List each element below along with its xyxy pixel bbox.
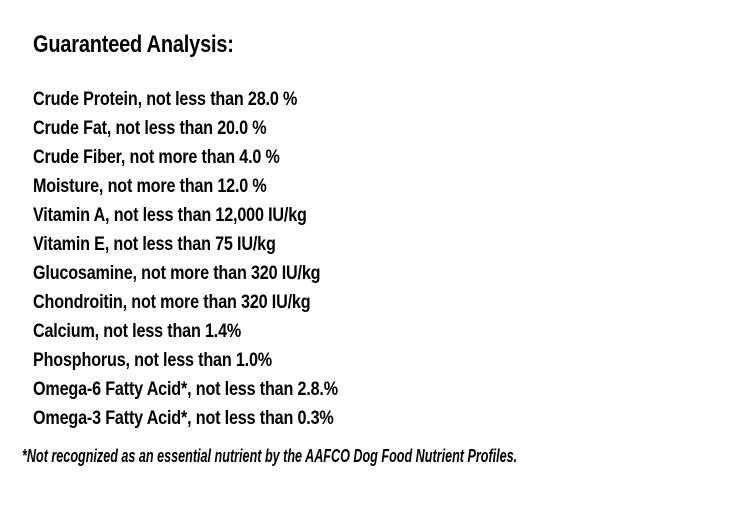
analysis-item-crude-fat: Crude Fat, not less than 20.0 % — [33, 118, 267, 139]
analysis-item-omega-6: Omega-6 Fatty Acid*, not less than 2.8.% — [33, 379, 338, 400]
analysis-item-glucosamine: Glucosamine, not more than 320 IU/kg — [33, 263, 321, 284]
aafco-footnote: *Not recognized as an essential nutrient… — [22, 446, 518, 466]
analysis-item-vitamin-a: Vitamin A, not less than 12,000 IU/kg — [33, 205, 307, 226]
analysis-item-crude-protein: Crude Protein, not less than 28.0 % — [33, 89, 298, 110]
analysis-item-calcium: Calcium, not less than 1.4% — [33, 321, 242, 342]
analysis-item-omega-3: Omega-3 Fatty Acid*, not less than 0.3% — [33, 408, 334, 429]
analysis-item-chondroitin: Chondroitin, not more than 320 IU/kg — [33, 292, 311, 313]
analysis-list: Crude Protein, not less than 28.0 % Crud… — [33, 85, 392, 433]
analysis-item-moisture: Moisture, not more than 12.0 % — [33, 176, 267, 197]
analysis-item-vitamin-e: Vitamin E, not less than 75 IU/kg — [33, 234, 276, 255]
analysis-item-crude-fiber: Crude Fiber, not more than 4.0 % — [33, 147, 280, 168]
section-title: Guaranteed Analysis: — [33, 31, 234, 58]
analysis-item-phosphorus: Phosphorus, not less than 1.0% — [33, 350, 272, 371]
